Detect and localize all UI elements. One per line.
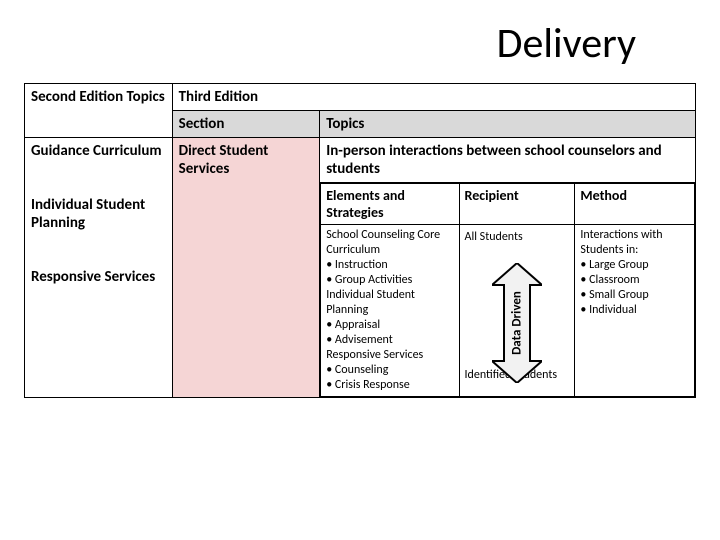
elem-l3: • Group Activities xyxy=(326,273,453,288)
method-l3: • Classroom xyxy=(580,273,689,288)
elem-l8: • Counseling xyxy=(326,363,453,378)
elem-l4: Individual Student Planning xyxy=(326,288,453,318)
method-l5: • Individual xyxy=(580,303,689,318)
method-l1: Interactions with Students in: xyxy=(580,228,689,258)
method-cell: Interactions with Students in: • Large G… xyxy=(575,225,695,397)
inner-hdr-recipient: Recipient xyxy=(459,184,575,225)
elem-l7: Responsive Services xyxy=(326,348,453,363)
elements-cell: School Counseling Core Curriculum • Inst… xyxy=(321,225,459,397)
inner-table-cell: Elements and Strategies Recipient Method… xyxy=(320,183,696,398)
method-l4: • Small Group xyxy=(580,288,689,303)
arrow-label: Data Driven xyxy=(509,291,524,355)
hdr-topics: Topics xyxy=(320,111,696,138)
recipient-cell: All Students Data Driven Identified Stud… xyxy=(459,225,575,397)
elem-l6: • Advisement xyxy=(326,333,453,348)
second-item-b: Individual Student Planning xyxy=(31,196,166,232)
topic-desc: In-person interactions between school co… xyxy=(320,138,696,183)
elem-l9: • Crisis Response xyxy=(326,378,453,393)
method-l2: • Large Group xyxy=(580,258,689,273)
second-item-c: Responsive Services xyxy=(31,268,166,286)
page-title: Delivery xyxy=(24,18,696,69)
elem-l5: • Appraisal xyxy=(326,318,453,333)
hdr-second-edition: Second Edition Topics xyxy=(25,84,173,138)
recipient-top: All Students xyxy=(465,230,570,244)
double-arrow-icon: Data Driven xyxy=(492,263,542,383)
elem-l2: • Instruction xyxy=(326,258,453,273)
hdr-third-edition: Third Edition xyxy=(172,84,695,111)
elem-l1: School Counseling Core Curriculum xyxy=(326,228,453,258)
inner-table: Elements and Strategies Recipient Method… xyxy=(320,183,695,397)
section-cell: Direct Student Services xyxy=(172,138,320,398)
delivery-table: Second Edition Topics Third Edition Sect… xyxy=(24,83,696,398)
second-item-a: Guidance Curriculum xyxy=(31,142,166,160)
second-edition-cell: Guidance Curriculum Individual Student P… xyxy=(25,138,173,398)
inner-hdr-elements: Elements and Strategies xyxy=(321,184,459,225)
inner-hdr-method: Method xyxy=(575,184,695,225)
hdr-section: Section xyxy=(172,111,320,138)
